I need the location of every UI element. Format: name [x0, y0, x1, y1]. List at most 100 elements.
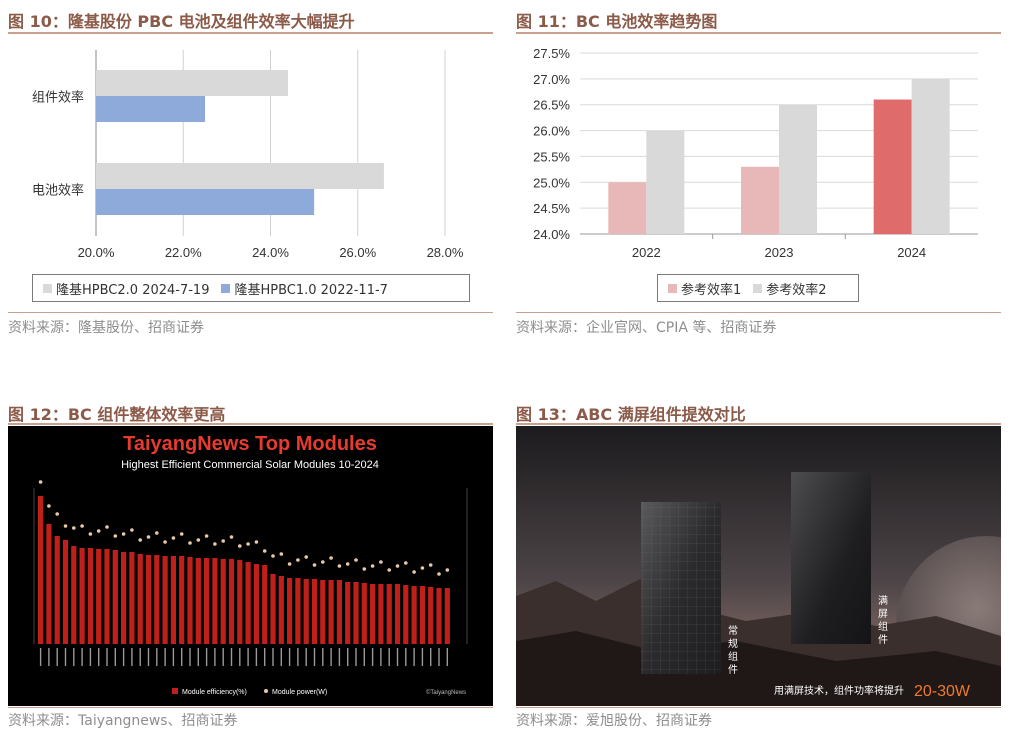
fig10-legend: 隆基HPBC2.0 2024-7-19 隆基HPBC1.0 2022-11-7	[32, 274, 470, 302]
fig12-power-dot	[155, 531, 159, 535]
fig12-infographic-art: TaiyangNews Top Modules Highest Efficien…	[33, 433, 468, 696]
fig12-power-dot	[437, 572, 441, 576]
fig12-power-dot	[171, 536, 176, 540]
fig12-bar	[179, 556, 185, 644]
fig12-power-dot	[420, 566, 425, 570]
fig12-power-dot	[204, 534, 209, 538]
fig12-power-dot	[370, 564, 375, 568]
fig11-legend-label-ref1: 参考效率1	[681, 282, 742, 298]
fig12-title: 图 12：BC 组件整体效率更高	[8, 405, 226, 424]
fig11-legend: 参考效率1 参考效率2	[657, 274, 859, 302]
fig11-y-tick-label: 27.5%	[533, 46, 570, 61]
fig11-category-label: 2022	[632, 245, 661, 260]
fig12-power-dot	[38, 480, 43, 484]
fig10-source-rule	[8, 312, 493, 313]
fig12-infographic: TaiyangNews Top Modules Highest Efficien…	[8, 426, 493, 706]
fig13-title-rule	[516, 423, 1001, 425]
fig12-bar	[71, 546, 77, 644]
fig12-power-dot	[213, 542, 217, 546]
fig12-bar	[428, 587, 434, 644]
fig12-bar	[444, 588, 450, 644]
fig13-source-rule	[516, 707, 1001, 708]
fig10-legend-item-hpbc1: 隆基HPBC1.0 2022-11-7	[221, 279, 388, 298]
fig11-legend-swatch-ref1	[668, 283, 677, 293]
fig12-bar	[162, 556, 168, 644]
fig12-power-dot	[321, 560, 325, 564]
fig11-bar	[911, 78, 950, 234]
fig12-power-dot	[113, 534, 118, 538]
fig10-x-tick-label: 24.0%	[252, 245, 289, 260]
fig12-bar	[220, 559, 226, 644]
fig12-bar	[295, 578, 301, 644]
fig13-label-right: 满屏组件	[878, 595, 888, 646]
fig12-power-dot	[138, 538, 142, 542]
fig13-title: 图 13：ABC 满屏组件提效对比	[516, 405, 746, 424]
fig11-y-tick-label: 25.5%	[533, 149, 570, 164]
fig12-power-dot	[88, 532, 93, 536]
fig12-power-dot	[221, 539, 225, 543]
fig12-bar	[403, 585, 409, 644]
fig12-bar	[328, 580, 334, 644]
fig12-bar	[154, 555, 160, 644]
fig13-photo-art: 常规组件 满屏组件 用满屏技术，组件功率将提升 20-30W	[516, 426, 1001, 706]
fig12-bar	[204, 558, 210, 644]
fig10-title: 图 10：隆基股份 PBC 电池及组件效率大幅提升	[8, 12, 355, 31]
fig10-bar	[96, 163, 384, 189]
fig12-bar	[79, 548, 85, 644]
fig10-bar	[96, 189, 315, 215]
fig11-y-tick-label: 24.0%	[533, 227, 570, 242]
fig12-title-rule	[8, 423, 493, 425]
fig11-legend-item-ref1: 参考效率1	[668, 279, 741, 298]
fig12-bars	[33, 480, 468, 666]
fig12-power-dot	[404, 561, 408, 565]
fig12-power-dot	[96, 529, 101, 533]
fig12-bar	[378, 584, 384, 644]
fig12-banner-subtitle: Highest Efficient Commercial Solar Modul…	[121, 459, 379, 471]
fig12-power-dot	[337, 564, 342, 568]
fig12-power-dot	[312, 563, 317, 567]
fig10-category-label: 组件效率	[32, 90, 84, 106]
fig12-bar	[345, 582, 351, 644]
fig12-bar	[253, 564, 259, 644]
fig12-power-dot	[262, 549, 267, 553]
fig11-bar	[741, 166, 779, 234]
fig12-legend-power-dot	[264, 689, 268, 693]
fig10-category-label: 电池效率	[32, 183, 84, 199]
fig10-legend-label-hpbc2: 隆基HPBC2.0 2024-7-19	[56, 282, 210, 298]
fig12-bar	[278, 576, 284, 644]
fig12-bar	[187, 557, 193, 644]
fig13-caption-highlight: 20-30W	[914, 683, 971, 700]
fig12-power-dot	[163, 540, 167, 544]
fig13-panel-regular	[641, 502, 721, 674]
fig10-x-tick-label: 26.0%	[339, 245, 376, 260]
fig10-title-rule	[8, 32, 493, 34]
fig12-bar	[145, 555, 152, 644]
fig12-power-dot	[354, 558, 358, 562]
fig11-legend-swatch-ref2	[753, 283, 763, 293]
fig12-bar	[262, 565, 268, 644]
fig12-bar	[370, 584, 376, 644]
fig10-legend-label-hpbc1: 隆基HPBC1.0 2022-11-7	[234, 282, 388, 298]
fig12-bar	[394, 584, 401, 644]
fig12-bar	[195, 558, 201, 644]
fig13-photo: 常规组件 满屏组件 用满屏技术，组件功率将提升 20-30W	[516, 426, 1001, 706]
fig12-power-dot	[362, 567, 367, 571]
fig12-power-dot	[412, 570, 416, 574]
fig12-bar	[386, 584, 392, 644]
fig12-bar	[245, 562, 251, 644]
fig12-bar	[237, 560, 243, 644]
fig12-bar	[87, 548, 93, 644]
fig11-category-label: 2024	[897, 245, 926, 260]
fig12-bar	[96, 549, 102, 644]
fig12-bar	[311, 579, 318, 644]
fig12-bar	[38, 496, 44, 644]
fig12-power-dot	[296, 558, 300, 562]
fig10-legend-swatch-hpbc2	[43, 283, 52, 293]
fig13-caption: 用满屏技术，组件功率将提升	[774, 684, 904, 697]
fig12-banner-title: TaiyangNews Top Modules	[123, 433, 377, 455]
fig12-power-dot	[379, 560, 383, 564]
fig12-watermark: ©TaiyangNews	[426, 689, 466, 696]
fig12-power-dot	[279, 552, 284, 556]
fig12-bar	[411, 586, 417, 644]
fig12-bar	[137, 554, 143, 644]
